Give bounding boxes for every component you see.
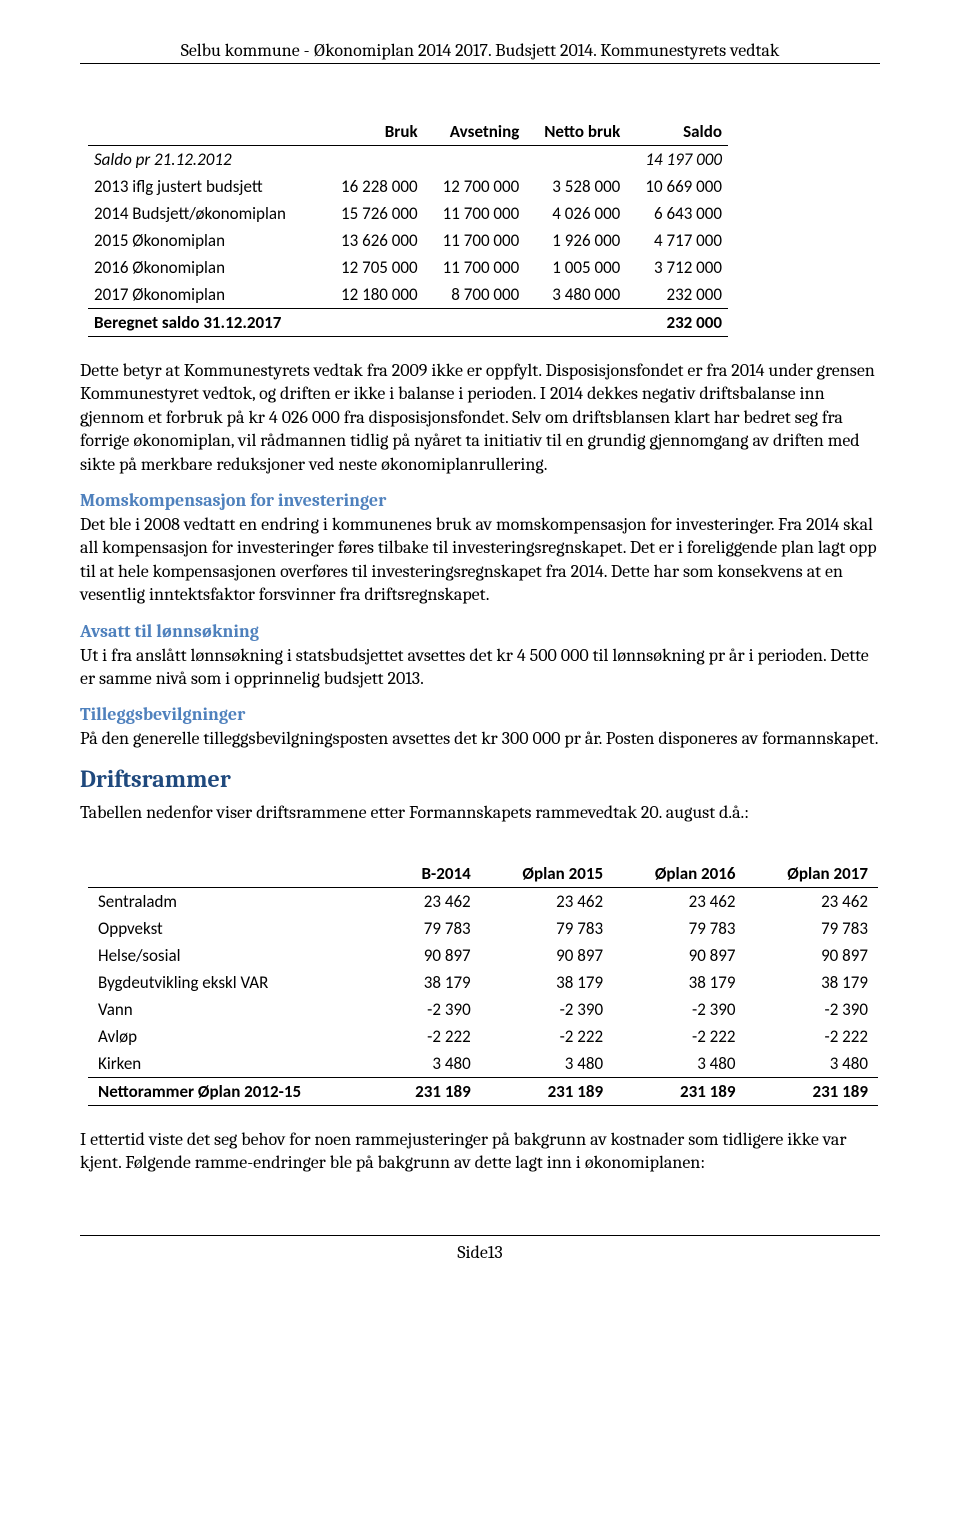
table-cell: -2 390 [381,996,480,1023]
paragraph-closing: I ettertid viste det seg behov for noen … [80,1128,880,1175]
t1-col-avsetning: Avsetning [424,118,526,146]
table-cell: 12 180 000 [322,281,424,309]
table-cell: 3 480 [613,1050,745,1078]
t2-col-b2014: B-2014 [381,860,480,888]
table-cell: 231 189 [381,1078,480,1106]
paragraph-tillegg: På den generelle tilleggsbevilgningspost… [80,727,880,750]
table-cell: 3 480 000 [525,281,626,309]
t2-col-2017: Øplan 2017 [746,860,878,888]
table-cell: -2 222 [481,1023,613,1050]
table-cell: 23 462 [381,888,480,916]
page-header-title: Selbu kommune - Økonomiplan 2014 2017. B… [80,40,880,63]
table-cell [424,309,526,337]
table-cell: 14 197 000 [626,146,728,174]
table-cell: -2 390 [613,996,745,1023]
table-cell: 232 000 [626,281,728,309]
t1-col-saldo: Saldo [626,118,728,146]
table-footer-label: Beregnet saldo 31.12.2017 [88,309,322,337]
table-cell: 23 462 [613,888,745,916]
table-cell: -2 222 [613,1023,745,1050]
table-cell: 3 480 [381,1050,480,1078]
table-footer-label: Nettorammer Øplan 2012-15 [88,1078,381,1106]
driftsrammer-table: B-2014 Øplan 2015 Øplan 2016 Øplan 2017 … [88,860,878,1106]
table-cell: 8 700 000 [424,281,526,309]
table-cell: 11 700 000 [424,200,526,227]
table-cell: 90 897 [613,942,745,969]
table-cell: 12 705 000 [322,254,424,281]
paragraph-lonn: Ut i fra anslått lønnsøkning i statsbuds… [80,644,880,691]
subhead-tillegg: Tilleggsbevilgninger [80,704,880,725]
table-cell: 1 926 000 [525,227,626,254]
table-cell: 90 897 [481,942,613,969]
table-cell: 231 189 [746,1078,878,1106]
t1-col0 [88,118,322,146]
table-cell [525,309,626,337]
table-cell: 10 669 000 [626,173,728,200]
table-cell [525,146,626,174]
paragraph-drift-intro: Tabellen nedenfor viser driftsrammene et… [80,801,880,824]
table-row-label: 2017 Økonomiplan [88,281,322,309]
subhead-lonnsokning: Avsatt til lønnsøkning [80,621,880,642]
table-cell: 3 528 000 [525,173,626,200]
paragraph-moms: Det ble i 2008 vedtatt en endring i komm… [80,513,880,607]
table-cell: 38 179 [746,969,878,996]
table-cell: 90 897 [381,942,480,969]
table-cell: 11 700 000 [424,227,526,254]
table-cell: 79 783 [381,915,480,942]
table-cell: 3 712 000 [626,254,728,281]
table-cell: 38 179 [381,969,480,996]
table-cell: -2 222 [381,1023,480,1050]
paragraph-intro: Dette betyr at Kommunestyrets vedtak fra… [80,359,880,476]
table-row-label: 2015 Økonomiplan [88,227,322,254]
table-cell: 79 783 [613,915,745,942]
table-cell: 11 700 000 [424,254,526,281]
table-cell: 3 480 [481,1050,613,1078]
table-row-label: Sentraladm [88,888,381,916]
page-number: Side13 [457,1242,502,1263]
table-row-label: Bygdeutvikling ekskl VAR [88,969,381,996]
table-row-label: Saldo pr 21.12.2012 [88,146,322,174]
table-cell: 6 643 000 [626,200,728,227]
table-cell: -2 390 [746,996,878,1023]
t1-col-bruk: Bruk [322,118,424,146]
table-cell: 231 189 [481,1078,613,1106]
table-cell: -2 222 [746,1023,878,1050]
table-cell: 4 026 000 [525,200,626,227]
table-cell: 12 700 000 [424,173,526,200]
balance-table: Bruk Avsetning Netto bruk Saldo Saldo pr… [88,118,728,337]
table-cell: 23 462 [746,888,878,916]
table-cell [322,146,424,174]
table-cell: 231 189 [613,1078,745,1106]
table-cell: 16 228 000 [322,173,424,200]
table-row-label: 2016 Økonomiplan [88,254,322,281]
table-cell: 1 005 000 [525,254,626,281]
table-cell: 23 462 [481,888,613,916]
table-row-label: 2014 Budsjett/økonomiplan [88,200,322,227]
t1-col-nettobruk: Netto bruk [525,118,626,146]
t2-col0 [88,860,381,888]
table-cell [424,146,526,174]
table-row-label: Avløp [88,1023,381,1050]
table-cell: 79 783 [481,915,613,942]
t2-col-2015: Øplan 2015 [481,860,613,888]
table-row-label: Helse/sosial [88,942,381,969]
table-footer-value: 232 000 [626,309,728,337]
table-cell: 90 897 [746,942,878,969]
t2-col-2016: Øplan 2016 [613,860,745,888]
table-row-label: Vann [88,996,381,1023]
table-row-label: Kirken [88,1050,381,1078]
table-cell: 38 179 [613,969,745,996]
table-cell: 3 480 [746,1050,878,1078]
section-driftsrammer: Driftsrammer [80,765,880,793]
table-row-label: Oppvekst [88,915,381,942]
table-cell: 79 783 [746,915,878,942]
subhead-momskompensasjon: Momskompensasjon for investeringer [80,490,880,511]
table-cell: 13 626 000 [322,227,424,254]
table-cell: -2 390 [481,996,613,1023]
table-cell: 15 726 000 [322,200,424,227]
table-cell: 4 717 000 [626,227,728,254]
table-cell [322,309,424,337]
table-row-label: 2013 iflg justert budsjett [88,173,322,200]
table-cell: 38 179 [481,969,613,996]
